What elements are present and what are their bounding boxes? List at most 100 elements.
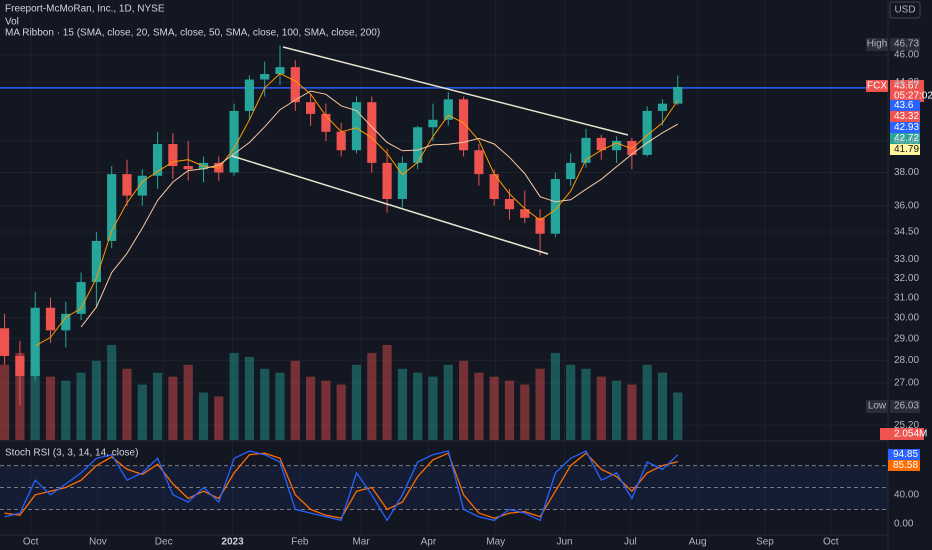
candle-body [45,307,56,331]
y-tick-label: 28.00 [894,355,919,366]
x-tick-label: Mar [352,537,370,548]
symbol-title: Freeport-McMoRan, Inc., 1D, NYSE [5,4,165,15]
x-tick-label: Aug [689,537,707,548]
x-tick-label: Oct [23,537,39,548]
volume-bar [30,368,40,440]
y-tick-label: 29.00 [894,333,919,344]
volume-bar [0,364,10,440]
volume-bar [657,372,668,440]
candle-body [91,240,101,283]
candle-body [657,103,668,111]
low-label: Low [868,401,887,412]
ma-tag [890,111,920,122]
x-tick-label: Nov [89,537,107,548]
volume-bar [428,376,438,440]
countdown: 05:27:02 [894,91,932,102]
candle-body [367,102,377,163]
volume-title: Vol [5,17,19,28]
channel-upper [282,46,629,136]
candle-body [122,174,132,196]
x-tick-label: Feb [291,537,309,548]
volume-bar [336,384,346,440]
x-tick-label: Sep [756,537,774,548]
volume-bar [183,364,193,440]
ma-tag [890,133,920,144]
volume-label: 2.054M [894,429,927,440]
x-tick-label: Dec [155,537,173,548]
y-tick-label: 46.00 [894,50,919,61]
volume-bar [611,380,622,440]
candle-body [581,137,591,163]
volume-bar [168,376,178,440]
candle-body [107,174,117,241]
line-price-tag [890,100,920,111]
candle-body [229,110,239,173]
candle-body [611,140,622,151]
currency-box [889,1,921,19]
candle-body [413,127,423,163]
symbol-tag [866,80,888,92]
candle-body [290,67,300,103]
volume-bar [260,368,270,440]
ma-value: 41.79 [894,144,919,155]
candle-body [428,119,438,128]
volume-bar [275,372,285,440]
k-tag [888,449,920,460]
candle-body [76,282,86,314]
volume-bar [397,368,407,440]
volume-bar [382,345,392,440]
ma-tag [890,144,920,155]
candle-body [15,355,25,376]
volume-bar [45,376,56,440]
volume-tag [880,428,924,440]
y-tick-label: 31.00 [894,292,919,303]
candle-body [673,86,683,104]
volume-bar [642,364,652,440]
candle-body [152,144,163,176]
volume-bar [107,345,117,440]
volume-bar [152,372,163,440]
ma-title: MA Ribbon · 15 (SMA, close, 20, SMA, clo… [5,28,380,39]
volume-bar [61,380,71,440]
volume-bar [367,352,377,440]
candle-body [642,110,652,155]
last-price: 43.67 [894,81,919,92]
x-tick-label: May [486,537,505,548]
volume-bar [443,364,453,440]
volume-bar [627,384,637,440]
high-value-tag [890,38,920,51]
channel-lower [231,155,549,255]
volume-bar [137,384,147,440]
candle-body [458,99,469,151]
candle-body [0,328,10,356]
d-last: 85.58 [893,460,918,471]
x-tick-label: 2023 [221,537,244,548]
candle-body [351,102,362,151]
candle-body [183,166,193,170]
candle-body [305,102,316,114]
candle-body [382,162,392,199]
volume-bar [474,372,484,440]
candle-body [336,131,346,151]
volume-bar [458,360,469,440]
volume-bar [91,360,101,440]
y-tick-label: 0.00 [894,519,914,530]
y-tick-label: 32.00 [894,273,919,284]
volume-bar [489,376,499,440]
y-tick-label: 40.00 [894,489,919,500]
high-tag [866,38,888,51]
y-tick-label: 38.00 [894,167,919,178]
ma-line [80,90,679,328]
candle-body [61,313,71,331]
candle-body [397,162,407,199]
volume-bar [581,368,591,440]
candle-body [474,150,484,175]
y-tick-label: 44.00 [894,77,919,88]
ma-value: 42.72 [894,133,919,144]
currency: USD [894,5,915,16]
candle-body [504,198,515,210]
x-tick-label: Oct [823,537,839,548]
candle-body [443,99,453,120]
high-label: High [867,39,888,50]
